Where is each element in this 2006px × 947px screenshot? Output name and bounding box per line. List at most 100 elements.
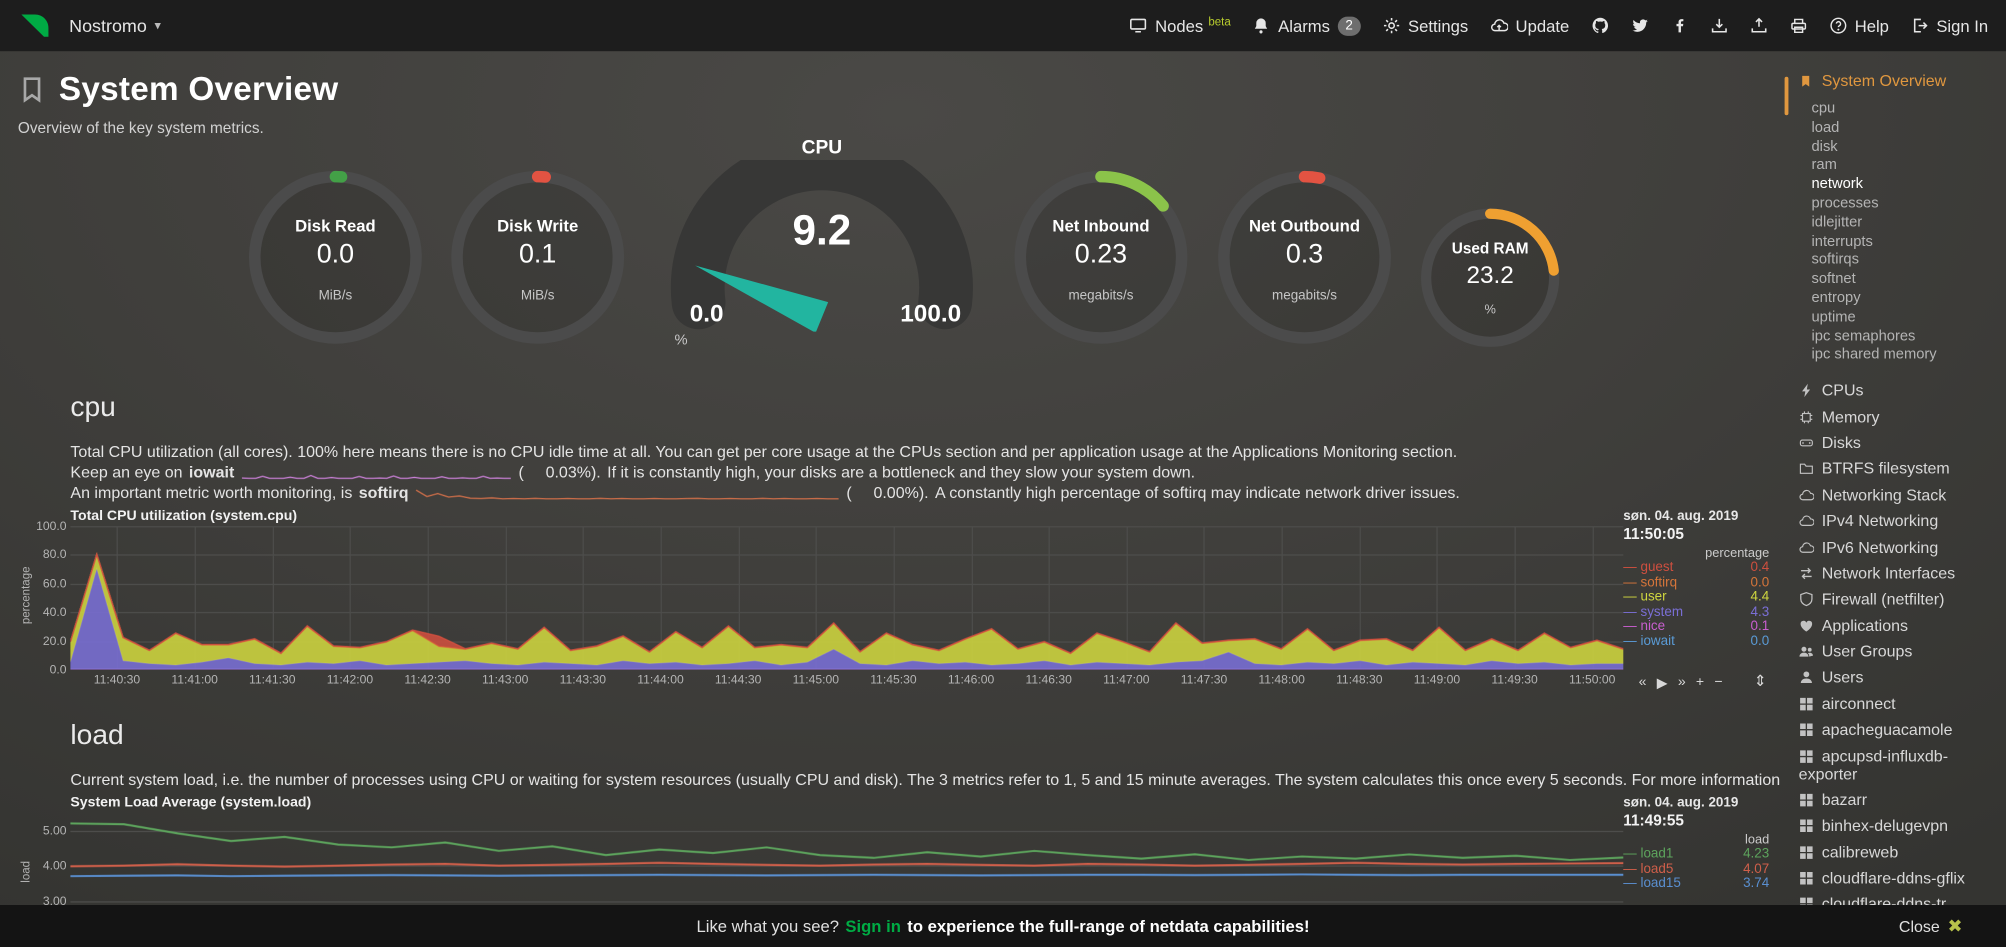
- print-button[interactable]: [1789, 17, 1807, 35]
- sidebar-item-cpus[interactable]: CPUs: [1799, 378, 2001, 404]
- backward-button[interactable]: «: [1638, 674, 1647, 691]
- sidebar-item-user-groups[interactable]: User Groups: [1799, 639, 2001, 665]
- sidebar-item-ipc-shared-memory[interactable]: ipc shared memory: [1811, 347, 1937, 363]
- x-axis-tick: 11:41:30: [249, 673, 296, 688]
- legend-series-load1[interactable]: — load1 4.23: [1623, 846, 1770, 862]
- play-button[interactable]: ▶: [1656, 675, 1668, 692]
- export-icon: [1710, 17, 1728, 35]
- sidebar-item-apcupsd-influxdb-exporter[interactable]: apcupsd-influxdb-exporter: [1799, 743, 2001, 787]
- sidebar-scroll-indicator[interactable]: [1784, 76, 1789, 116]
- forward-button[interactable]: »: [1677, 674, 1686, 691]
- zoom-in-button[interactable]: +: [1695, 674, 1705, 691]
- legend-series-guest[interactable]: — guest 0.4: [1623, 559, 1770, 575]
- sidebar-item-airconnect[interactable]: airconnect: [1799, 691, 2001, 717]
- legend-series-softirq[interactable]: — softirq 0.0: [1623, 574, 1770, 590]
- sidebar-item-calibreweb[interactable]: calibreweb: [1799, 839, 2001, 865]
- sidebar-item-processes[interactable]: processes: [1811, 195, 1879, 212]
- sidebar-item-cpu[interactable]: cpu: [1811, 101, 1836, 117]
- legend-series-load15[interactable]: — load15 3.74: [1623, 875, 1770, 892]
- alarms-button[interactable]: Alarms 2: [1253, 16, 1361, 36]
- cloud-update-icon: [1490, 17, 1508, 35]
- sidebar-sections: CPUs Memory Disks BTRFS filesystem Networkin…: [1799, 378, 2001, 906]
- sidebar-item-uptime[interactable]: uptime: [1811, 309, 1856, 325]
- sidebar-item-interrupts[interactable]: interrupts: [1811, 233, 1873, 250]
- sidebar-item-ipc-semaphores[interactable]: ipc semaphores: [1811, 328, 1916, 344]
- sidebar-item-networking-stack[interactable]: Networking Stack: [1799, 482, 2001, 508]
- gauge-disk-write[interactable]: Disk Write 0.1 MiB/s: [442, 155, 634, 360]
- legend-date: søn. 04. aug. 2019: [1623, 795, 1739, 811]
- close-banner-button[interactable]: Close ✖: [1899, 905, 1963, 947]
- iowait-paren: (: [518, 463, 524, 482]
- sidebar-item-memory[interactable]: Memory: [1799, 404, 2001, 430]
- nodes-button[interactable]: Nodes beta: [1130, 15, 1231, 35]
- signin-label: Sign In: [1936, 16, 1989, 36]
- load-section-heading: load: [70, 718, 124, 751]
- sidebar-item-idlejitter[interactable]: idlejitter: [1811, 214, 1863, 231]
- gauge-net-outbound[interactable]: Net Outbound 0.3 megabits/s: [1209, 155, 1401, 360]
- sidebar-item-apacheguacamole[interactable]: apacheguacamole: [1799, 717, 2001, 743]
- grid-icon: [1799, 845, 1822, 860]
- sidebar-item-ram[interactable]: ram: [1811, 157, 1837, 174]
- gauge-disk-read[interactable]: Disk Read 0.0 MiB/s: [239, 155, 431, 360]
- sidebar-item-bazarr[interactable]: bazarr: [1799, 787, 2001, 813]
- zoom-out-button[interactable]: −: [1714, 674, 1723, 691]
- cpu-plot-area[interactable]: [70, 526, 1624, 670]
- x-axis-tick: 11:48:30: [1336, 673, 1383, 688]
- sidebar-item-ipv4-networking[interactable]: IPv4 Networking: [1799, 508, 2001, 534]
- y-axis-tick: 60.0: [42, 577, 67, 592]
- resize-handle[interactable]: ⇕: [1753, 672, 1767, 691]
- legend-series-nice[interactable]: — nice 0.1: [1623, 618, 1770, 634]
- softirq-note: An important metric worth monitoring, is…: [70, 483, 1780, 503]
- help-button[interactable]: Help: [1829, 16, 1889, 35]
- sidebar-item-network[interactable]: network: [1811, 176, 1864, 193]
- sidebar-item-network-interfaces[interactable]: Network Interfaces: [1799, 560, 2001, 586]
- sidebar-item-disks[interactable]: Disks: [1799, 430, 2001, 456]
- sidebar-item-label: Applications: [1821, 616, 1909, 635]
- sidebar-item-softnet[interactable]: softnet: [1811, 271, 1856, 287]
- gauge-used-ram[interactable]: Used RAM 23.2%: [1394, 155, 1586, 360]
- sidebar-item-disk[interactable]: disk: [1811, 139, 1838, 155]
- sidebar-item-cloudflare-ddns-tr[interactable]: cloudflare-ddns-tr: [1799, 891, 2001, 906]
- sidebar-item-btrfs-filesystem[interactable]: BTRFS filesystem: [1799, 456, 2001, 482]
- chip-icon: [1799, 409, 1822, 424]
- sidebar-item-softirqs[interactable]: softirqs: [1811, 252, 1859, 269]
- sidebar-item-cloudflare-ddns-gflix[interactable]: cloudflare-ddns-gflix: [1799, 865, 2001, 891]
- sidebar-item-binhex-delugevpn[interactable]: binhex-delugevpn: [1799, 813, 2001, 839]
- gauge-unit: %: [1484, 303, 1496, 318]
- gauge-ring: [1011, 168, 1190, 354]
- settings-button[interactable]: Settings: [1382, 16, 1468, 35]
- facebook-icon: [1670, 17, 1688, 35]
- legend-series-load5[interactable]: — load5 4.07: [1623, 860, 1770, 877]
- sidebar-item-firewall-netfilter-[interactable]: Firewall (netfilter): [1799, 587, 2001, 613]
- sidebar-item-applications[interactable]: Applications: [1799, 613, 2001, 639]
- grid-icon: [1799, 818, 1822, 833]
- update-button[interactable]: Update: [1490, 16, 1569, 35]
- legend-series-user[interactable]: — user 4.4: [1623, 588, 1770, 605]
- gauge-net-inbound[interactable]: Net Inbound 0.23 megabits/s: [1005, 155, 1197, 360]
- legend-series-system[interactable]: — system 4.3: [1623, 603, 1770, 619]
- netdata-logo-icon[interactable]: [18, 9, 51, 42]
- y-axis-tick: 5.00: [42, 824, 67, 839]
- sidebar-item-system-overview[interactable]: System Overview: [1799, 72, 2001, 90]
- hostname-dropdown[interactable]: Nostromo ▾: [69, 15, 161, 35]
- import-button[interactable]: [1750, 17, 1768, 35]
- banner-signin-link[interactable]: Sign in: [845, 916, 901, 936]
- gauge-cpu[interactable]: CPU 9.2 0.0 100.0%: [668, 136, 975, 365]
- github-button[interactable]: [1591, 17, 1609, 35]
- sidebar-item-entropy[interactable]: entropy: [1811, 290, 1861, 306]
- cpu-utilization-chart[interactable]: Total CPU utilization (system.cpu) percen…: [15, 508, 1773, 697]
- settings-label: Settings: [1408, 16, 1469, 36]
- sidebar-item-users[interactable]: Users: [1799, 665, 2001, 691]
- legend-series-iowait[interactable]: — iowait 0.0: [1623, 633, 1770, 649]
- sidebar-sub-items: cpu load disk ram network processes idlejitter…: [1811, 100, 2000, 365]
- sidebar-item-ipv6-networking[interactable]: IPv6 Networking: [1799, 534, 2001, 560]
- facebook-button[interactable]: [1670, 17, 1688, 35]
- sidebar-item-load[interactable]: load: [1811, 120, 1840, 136]
- twitter-button[interactable]: [1631, 17, 1649, 35]
- sidebar-item-label: cloudflare-ddns-gflix: [1821, 869, 1965, 888]
- signin-button[interactable]: Sign In: [1911, 16, 1988, 35]
- softirq-note-term: softirq: [358, 483, 409, 502]
- y-axis-tick: 4.00: [42, 859, 67, 874]
- help-label: Help: [1854, 16, 1889, 36]
- export-button[interactable]: [1710, 17, 1728, 35]
